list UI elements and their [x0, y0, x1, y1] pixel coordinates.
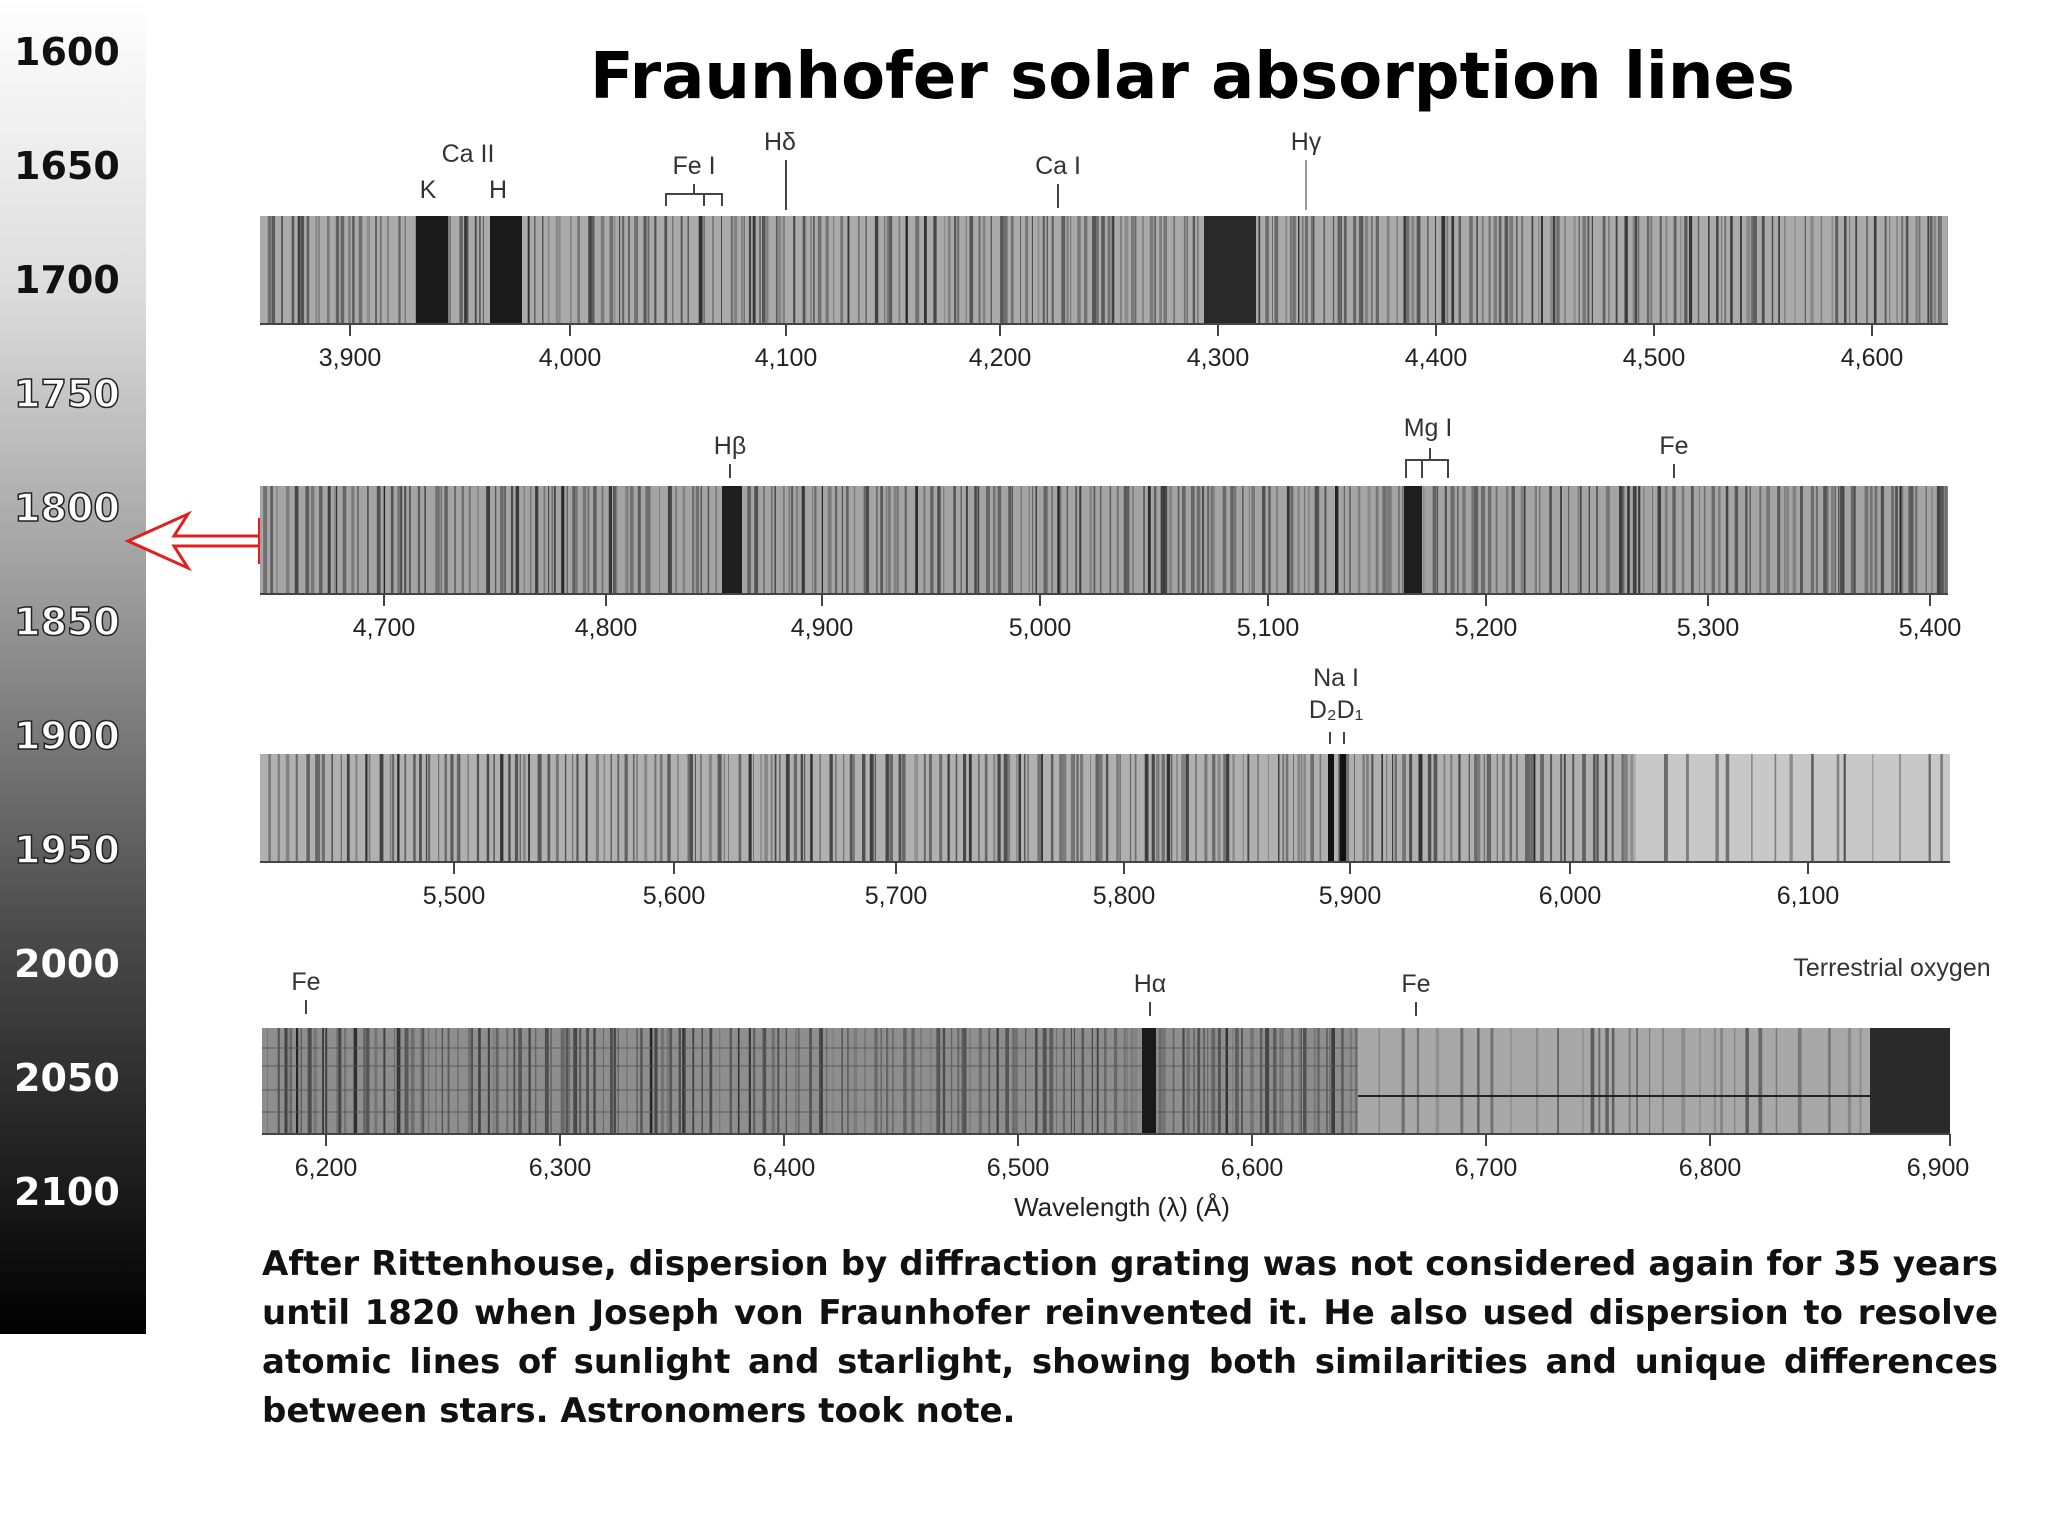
year-label: 2050 — [14, 1056, 120, 1100]
line-label: Hδ — [764, 128, 796, 156]
line-label: Hα — [1134, 970, 1167, 998]
tick-label: 6,000 — [1539, 882, 1602, 910]
tick-label: 4,100 — [755, 344, 818, 372]
line-label: Na I — [1313, 664, 1359, 692]
year-label: 1800 — [13, 485, 120, 531]
tick-label: 6,100 — [1777, 882, 1840, 910]
tick-label: 4,900 — [791, 614, 854, 642]
spectrum-figure: 3,900 4,000 4,100 4,200 4,300 4,400 4,50… — [260, 128, 1991, 1222]
timeline-bar: 1600 1650 1700 1750 1800 1850 1900 1950 … — [0, 0, 146, 1334]
mg-band — [1404, 486, 1422, 594]
year-label: 1600 — [14, 30, 120, 74]
line-label: Fe I — [672, 152, 715, 180]
line-label: D₂D₁ — [1309, 696, 1363, 724]
tick-label: 4,600 — [1841, 344, 1904, 372]
tick-label: 5,400 — [1899, 614, 1962, 642]
year-label: 1850 — [13, 599, 120, 645]
tick-label: 4,300 — [1187, 344, 1250, 372]
tick-label: 6,600 — [1221, 1154, 1284, 1182]
tick-label: 5,700 — [865, 882, 928, 910]
tick-label: 6,700 — [1455, 1154, 1518, 1182]
year-label: 1950 — [13, 827, 120, 873]
absorption-lines — [1664, 754, 1943, 862]
tick-label: 6,300 — [529, 1154, 592, 1182]
year-label: 1750 — [13, 371, 120, 417]
year-label: 1900 — [13, 713, 120, 759]
tick-label: 4,400 — [1405, 344, 1468, 372]
line-label: Fe — [1401, 970, 1430, 998]
absorption-lines — [268, 754, 1634, 862]
spectrum-row-2: 4,700 4,800 4,900 5,000 5,100 5,200 5,30… — [260, 414, 1961, 642]
ca-h-band — [490, 216, 522, 324]
caption-text: After Rittenhouse, dispersion by diffrac… — [262, 1244, 1998, 1431]
spectrum-row-1: 3,900 4,000 4,100 4,200 4,300 4,400 4,50… — [260, 128, 1948, 372]
year-label: 2100 — [14, 1170, 120, 1214]
line-label: H — [489, 176, 507, 204]
absorption-lines — [267, 216, 1948, 324]
page-title: Fraunhofer solar absorption lines — [590, 40, 1795, 114]
h-alpha-band — [1142, 1028, 1156, 1134]
year-label: 1700 — [14, 258, 120, 302]
tick-label: 5,300 — [1677, 614, 1740, 642]
line-label: Fe — [291, 968, 320, 996]
line-label: K — [420, 176, 437, 204]
line-label: Ca II — [442, 140, 495, 168]
tick-label: 6,800 — [1679, 1154, 1742, 1182]
na-d1-line — [1340, 754, 1346, 862]
spectrum-row-4: 6,200 6,300 6,400 6,500 6,600 6,700 6,80… — [262, 954, 1991, 1222]
tick-label: 6,200 — [295, 1154, 358, 1182]
tick-label: 4,500 — [1623, 344, 1686, 372]
tick-label: 4,800 — [575, 614, 638, 642]
tick-label: 6,400 — [753, 1154, 816, 1182]
g-band — [1204, 216, 1256, 324]
line-label: Terrestrial oxygen — [1793, 954, 1990, 982]
year-label: 1650 — [14, 144, 120, 188]
tick-label: 5,200 — [1455, 614, 1518, 642]
ca-k-band — [416, 216, 448, 324]
tick-label: 4,000 — [539, 344, 602, 372]
oxygen-band — [1870, 1028, 1950, 1134]
line-label: Ca I — [1035, 152, 1081, 180]
tick-label: 3,900 — [319, 344, 382, 372]
year-label: 2000 — [14, 942, 120, 986]
tick-label: 5,600 — [643, 882, 706, 910]
axis-label: Wavelength (λ) (Å) — [1014, 1192, 1230, 1222]
tick-label: 5,500 — [423, 882, 486, 910]
na-d2-line — [1328, 754, 1334, 862]
line-label: Mg I — [1404, 414, 1453, 442]
tick-label: 6,500 — [987, 1154, 1050, 1182]
tick-label: 6,900 — [1907, 1154, 1970, 1182]
spectrum-row-3: 5,500 5,600 5,700 5,800 5,900 6,000 6,10… — [260, 664, 1950, 910]
absorption-lines — [266, 1028, 1358, 1134]
line-label: Hβ — [714, 432, 746, 460]
tick-label: 5,000 — [1009, 614, 1072, 642]
line-label: Hγ — [1291, 128, 1322, 156]
tick-label: 4,700 — [353, 614, 416, 642]
absorption-lines — [1378, 1028, 1862, 1134]
line-label: Fe — [1659, 432, 1688, 460]
spectrum-strip — [260, 486, 1948, 594]
h-beta-band — [722, 486, 742, 594]
tick-label: 4,200 — [969, 344, 1032, 372]
absorption-lines — [263, 486, 1948, 594]
tick-label: 5,900 — [1319, 882, 1382, 910]
tick-label: 5,800 — [1093, 882, 1156, 910]
tick-label: 5,100 — [1237, 614, 1300, 642]
